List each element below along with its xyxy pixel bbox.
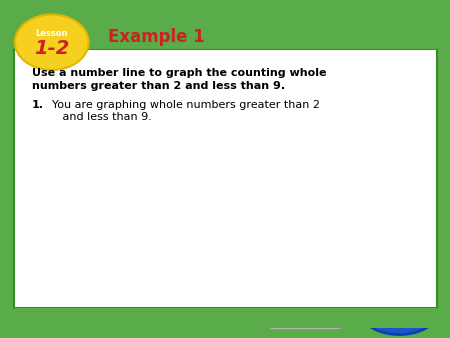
Text: and less than 9.: and less than 9. (52, 112, 152, 122)
Text: EXIT: EXIT (384, 308, 415, 321)
Text: You are graphing whole numbers greater than 2: You are graphing whole numbers greater t… (52, 100, 320, 110)
Text: 0: 0 (44, 198, 52, 211)
Text: 3: 3 (147, 198, 154, 211)
Text: numbers greater than 2 and less than 9.: numbers greater than 2 and less than 9. (32, 81, 284, 91)
Text: 7: 7 (284, 198, 292, 211)
Text: Use a number line to graph the counting whole: Use a number line to graph the counting … (32, 68, 326, 78)
Text: 4: 4 (181, 198, 189, 211)
Text: Lesson: Lesson (36, 29, 68, 38)
Circle shape (363, 294, 436, 335)
FancyArrowPatch shape (327, 314, 351, 322)
Text: 1-2: 1-2 (34, 39, 69, 58)
FancyBboxPatch shape (265, 307, 342, 329)
Text: 1.: 1. (32, 100, 44, 110)
Text: 2: 2 (112, 198, 121, 211)
Text: 5: 5 (215, 198, 223, 211)
Text: 8: 8 (318, 198, 326, 211)
Text: 6: 6 (250, 198, 257, 211)
Text: 1: 1 (78, 198, 86, 211)
Text: Example 1: Example 1 (108, 28, 205, 46)
Text: 9: 9 (352, 198, 361, 211)
Text: 10: 10 (383, 198, 399, 211)
Text: GO ON: GO ON (281, 313, 310, 322)
